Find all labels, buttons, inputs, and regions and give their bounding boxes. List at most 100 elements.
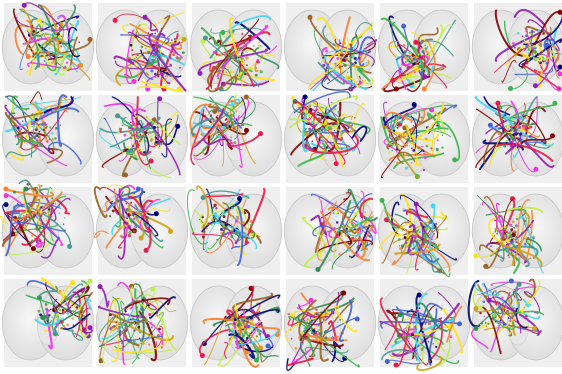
arbor-dot (334, 137, 337, 140)
arbor-dot (128, 214, 131, 217)
arbor-dot (157, 54, 159, 56)
arbor-dot (124, 308, 125, 309)
arbor-dot (340, 58, 342, 60)
arbor-dot (22, 120, 24, 122)
arbor-dot (168, 38, 170, 40)
arbor-dot (329, 130, 331, 132)
arbor-dot (335, 65, 337, 67)
arbor-dot (406, 145, 408, 147)
neuron-panel (469, 279, 562, 368)
arbor-dot (419, 56, 422, 59)
arbor-dot (235, 220, 238, 223)
arbor-dot (136, 315, 139, 318)
arbor-dot (155, 137, 157, 139)
arbor-dot (50, 309, 52, 311)
arbor-dot (499, 255, 501, 257)
arbor-dot (147, 123, 150, 126)
arbor-dot (253, 45, 255, 47)
arbor-dot (509, 332, 512, 335)
arbor-dot (507, 254, 509, 256)
arbor-dot (348, 227, 351, 230)
arbor-dot (146, 135, 147, 136)
arbor-dot (530, 227, 532, 229)
arbor-dot (71, 306, 73, 308)
arbor-dot (227, 216, 229, 218)
arbor-dot (239, 346, 242, 349)
arbor-dot (38, 199, 39, 200)
arbor-dot (341, 332, 344, 335)
arbor-dot (505, 306, 507, 308)
arbor-dot (354, 57, 357, 60)
arbor-dot (398, 328, 401, 331)
arbor-dot (419, 231, 421, 233)
arbor-dot (244, 340, 246, 342)
arbor-dot (524, 220, 527, 223)
arbor-dot (366, 62, 368, 64)
arbor-dot (36, 214, 39, 217)
arbor-dot (481, 322, 483, 324)
arbor-dot (243, 335, 245, 337)
arbor-dot (336, 221, 338, 223)
arbor-dot (399, 245, 400, 246)
arbor-dot (247, 239, 248, 240)
arbor-dot (241, 64, 242, 65)
arbor-dot (48, 314, 50, 316)
arbor-dot (418, 147, 421, 150)
arbor-dot (351, 118, 353, 120)
arbor-dot (139, 338, 140, 339)
arbor-dot (249, 341, 252, 344)
arbor-dot (508, 302, 509, 303)
arbor-dot (34, 188, 37, 191)
arbor-dot (49, 127, 51, 129)
arbor-dot (152, 44, 155, 47)
arbor-dot (407, 229, 409, 231)
arbor-dot (228, 139, 230, 141)
arbor-dot (508, 314, 510, 316)
arbor-dot (57, 16, 60, 19)
arbor-dot (33, 50, 34, 51)
neuron-panel (378, 279, 470, 370)
arbor-dot (237, 341, 240, 344)
arbor-dot (493, 289, 495, 291)
arbor-dot (412, 149, 415, 152)
arbor-dot (227, 122, 228, 123)
arbor-dot (258, 333, 261, 336)
arbor-dot (414, 349, 417, 352)
soma (380, 198, 385, 203)
arbor-dot (512, 124, 515, 127)
arbor-dot (143, 123, 145, 125)
arbor-dot (422, 333, 424, 335)
arbor-dot (425, 60, 428, 63)
arbor-dot (140, 316, 142, 318)
arbor-dot (64, 217, 66, 219)
arbor-dot (428, 64, 430, 66)
arbor-dot (46, 140, 48, 142)
arbor-dot (324, 336, 327, 339)
arbor-dot (412, 336, 414, 338)
arbor-dot (201, 216, 203, 218)
arbor-dot (18, 214, 21, 217)
soma (237, 196, 242, 201)
arbor-dot (145, 48, 146, 49)
arbor-dot (321, 344, 322, 345)
arbor-dot (176, 56, 179, 59)
arbor-dot (122, 124, 124, 126)
arbor-dot (301, 332, 304, 335)
arbor-dot (411, 54, 414, 57)
arbor-dot (228, 223, 229, 224)
arbor-dot (137, 326, 140, 329)
arbor-dot (527, 46, 529, 48)
arbor-dot (337, 111, 340, 114)
arbor-dot (308, 326, 310, 328)
soma (431, 203, 436, 208)
arbor-dot (363, 70, 366, 73)
arbor-dot (54, 304, 56, 306)
arbor-dot (245, 45, 247, 47)
neuron-panel (378, 3, 470, 92)
arbor-dot (361, 247, 363, 249)
arbor-dot (328, 350, 330, 352)
arbor-dot (340, 42, 342, 44)
arbor-dot (52, 34, 54, 36)
arbor-dot (415, 319, 418, 322)
arbor-dot (67, 297, 69, 299)
